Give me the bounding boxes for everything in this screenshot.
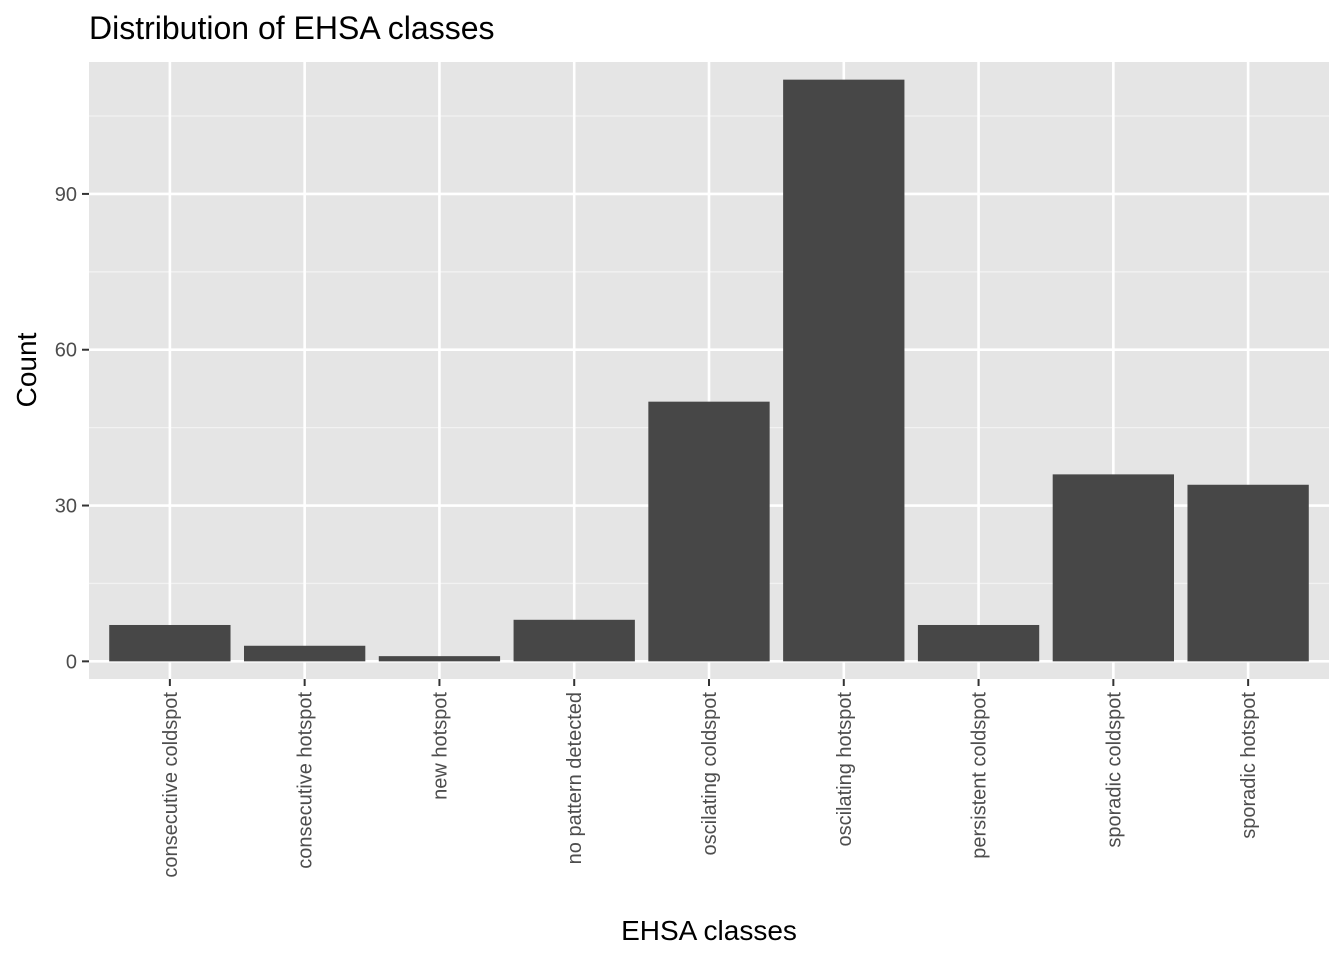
x-axis: consecutive coldspot consecutive hotspot n… — [160, 679, 1260, 878]
x-tick-label: oscilating hotspot — [834, 692, 856, 847]
x-tick-label: sporadic hotspot — [1238, 692, 1260, 839]
bar-no-pattern-detected — [514, 620, 635, 662]
x-tick-label: consecutive hotspot — [295, 692, 317, 869]
bar-consecutive-hotspot — [244, 646, 365, 662]
bar-persistent-coldspot — [918, 625, 1039, 661]
bar-consecutive-coldspot — [109, 625, 230, 661]
bar-sporadic-coldspot — [1053, 474, 1174, 661]
y-tick-label: 0 — [66, 651, 77, 673]
chart-title: Distribution of EHSA classes — [89, 10, 495, 46]
x-tick-label: sporadic coldspot — [1103, 692, 1125, 848]
x-tick-label: new hotspot — [429, 692, 451, 800]
x-tick-label: persistent coldspot — [969, 692, 991, 859]
y-axis-title: Count — [11, 332, 42, 407]
x-tick-label: oscilating coldspot — [699, 692, 721, 856]
x-axis-title: EHSA classes — [621, 915, 797, 946]
bar-new-hotspot — [379, 656, 500, 661]
x-tick-label: consecutive coldspot — [160, 692, 182, 878]
y-tick-label: 30 — [55, 496, 77, 518]
bar-oscilating-hotspot — [783, 80, 904, 662]
y-axis: 0 30 60 90 — [55, 184, 89, 673]
y-tick-label: 90 — [55, 184, 77, 206]
y-tick-label: 60 — [55, 340, 77, 362]
bar-oscilating-coldspot — [648, 402, 769, 662]
x-tick-label: no pattern detected — [564, 692, 586, 864]
bar-sporadic-hotspot — [1187, 485, 1308, 662]
